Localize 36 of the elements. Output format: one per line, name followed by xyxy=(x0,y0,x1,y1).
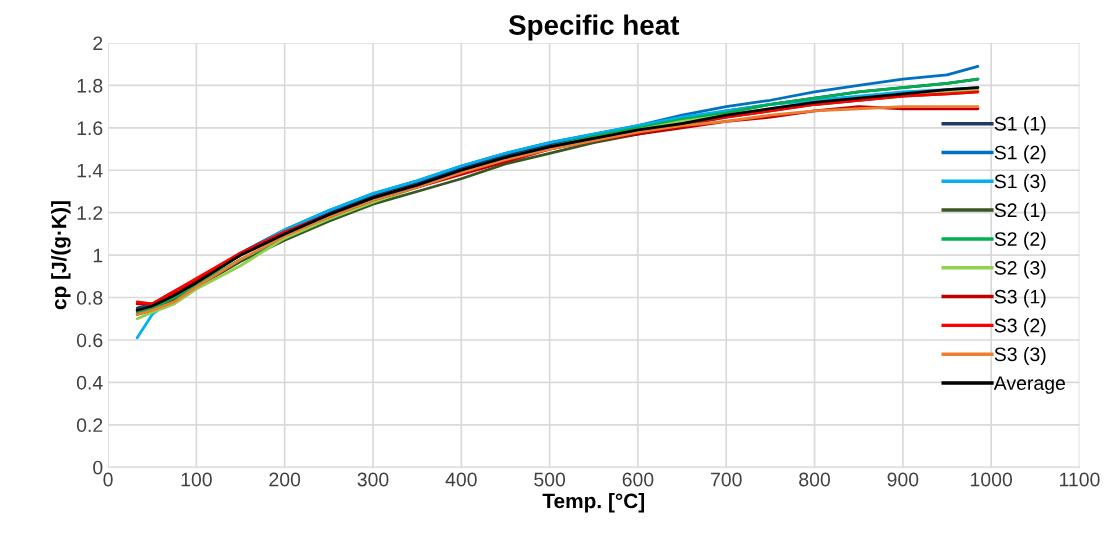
legend-label: S3 (2) xyxy=(994,318,1046,337)
x-tick-label: 300 xyxy=(357,472,389,487)
y-tick-label: 1.8 xyxy=(77,78,103,93)
y-tick-label: 0.2 xyxy=(76,418,103,433)
y-tick-label: 0.6 xyxy=(76,333,103,348)
x-tick-label: 600 xyxy=(622,472,654,487)
legend-label: S3 (3) xyxy=(994,346,1046,366)
legend-label: S2 (1) xyxy=(994,202,1046,221)
legend-label: S1 (3) xyxy=(994,174,1046,193)
y-tick-label: 1.4 xyxy=(77,163,103,178)
y-tick-label: 0 xyxy=(93,460,103,475)
y-axis-title: cp [J/(g·K)] xyxy=(51,201,71,310)
legend-label: S2 (2) xyxy=(994,231,1046,250)
legend-label: S2 (3) xyxy=(994,260,1046,279)
x-tick-label: 800 xyxy=(799,472,830,487)
x-tick-label: 900 xyxy=(887,472,919,487)
legend-label: Average xyxy=(993,376,1065,394)
legend-label: S1 (1) xyxy=(994,116,1046,135)
x-tick-label: 700 xyxy=(711,472,742,487)
y-tick-label: 1.6 xyxy=(77,121,103,136)
legend-label: S1 (2) xyxy=(994,145,1046,164)
chart-title: Specific heat xyxy=(508,14,680,41)
x-axis-title: Temp. [°C] xyxy=(542,493,645,513)
y-tick-label: 0.8 xyxy=(76,291,103,305)
y-tick-label: 0.4 xyxy=(76,375,103,390)
x-tick-label: 0 xyxy=(103,472,113,487)
x-tick-label: 1000 xyxy=(971,472,1013,487)
x-tick-label: 1100 xyxy=(1060,472,1100,487)
legend-label: S3 (1) xyxy=(994,289,1046,308)
y-tick-label: 2 xyxy=(93,36,103,51)
x-tick-label: 500 xyxy=(534,472,566,487)
y-tick-label: 1 xyxy=(93,248,103,263)
y-tick-label: 1.2 xyxy=(77,206,103,220)
x-tick-label: 200 xyxy=(269,472,301,487)
x-tick-label: 100 xyxy=(181,472,212,487)
x-tick-label: 400 xyxy=(445,472,477,487)
